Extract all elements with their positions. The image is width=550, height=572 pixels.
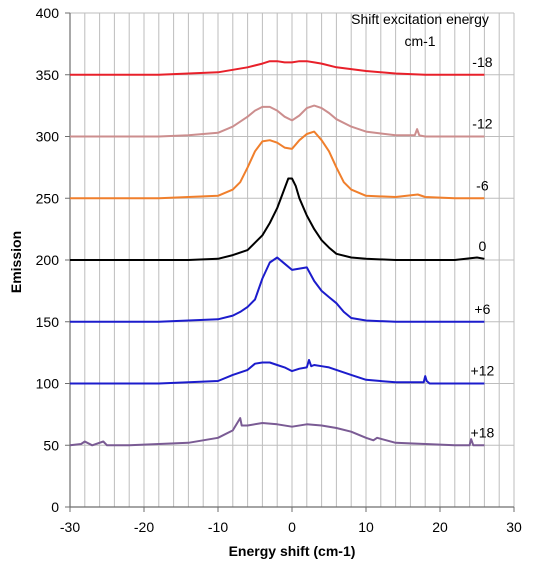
y-tick-label: 150 — [36, 314, 60, 330]
y-tick-label: 200 — [36, 252, 60, 268]
series-label-plus18: +18 — [471, 424, 495, 440]
x-tick-label: -30 — [60, 519, 80, 535]
y-tick-label: 0 — [51, 499, 59, 515]
x-axis-title: Energy shift (cm-1) — [229, 543, 356, 559]
x-tick-label: 0 — [288, 519, 296, 535]
series-label-minus6: -6 — [476, 177, 489, 193]
series-line-minus18 — [70, 60, 485, 76]
legend-title-line2: cm-1 — [404, 33, 435, 49]
y-tick-label: 250 — [36, 190, 60, 206]
series-label-plus12: +12 — [471, 363, 495, 379]
legend-title-line1: Shift excitation energy — [351, 11, 489, 27]
x-tick-label: -20 — [134, 519, 154, 535]
x-tick-label: 30 — [506, 519, 522, 535]
x-tick-label: -10 — [208, 519, 228, 535]
series-group — [69, 60, 485, 447]
y-tick-label: 50 — [43, 437, 59, 453]
y-tick-label: 350 — [36, 67, 60, 83]
y-tick-label: 400 — [36, 5, 60, 21]
x-tick-label: 10 — [358, 519, 374, 535]
series-label-minus18: -18 — [472, 54, 492, 70]
y-tick-label: 300 — [36, 129, 60, 145]
series-line-0 — [70, 177, 485, 261]
series-line-minus6 — [70, 130, 485, 200]
series-line-plus18 — [69, 417, 485, 447]
series-label-0: 0 — [479, 238, 487, 254]
x-tick-label: 20 — [432, 519, 448, 535]
y-tick-label: 100 — [36, 376, 60, 392]
series-label-plus6: +6 — [474, 301, 490, 317]
series-label-minus12: -12 — [472, 116, 492, 132]
series-line-plus6 — [70, 256, 485, 323]
y-axis-title: Emission — [8, 231, 24, 293]
series-line-plus12 — [70, 359, 485, 385]
series-line-minus12 — [70, 104, 485, 138]
